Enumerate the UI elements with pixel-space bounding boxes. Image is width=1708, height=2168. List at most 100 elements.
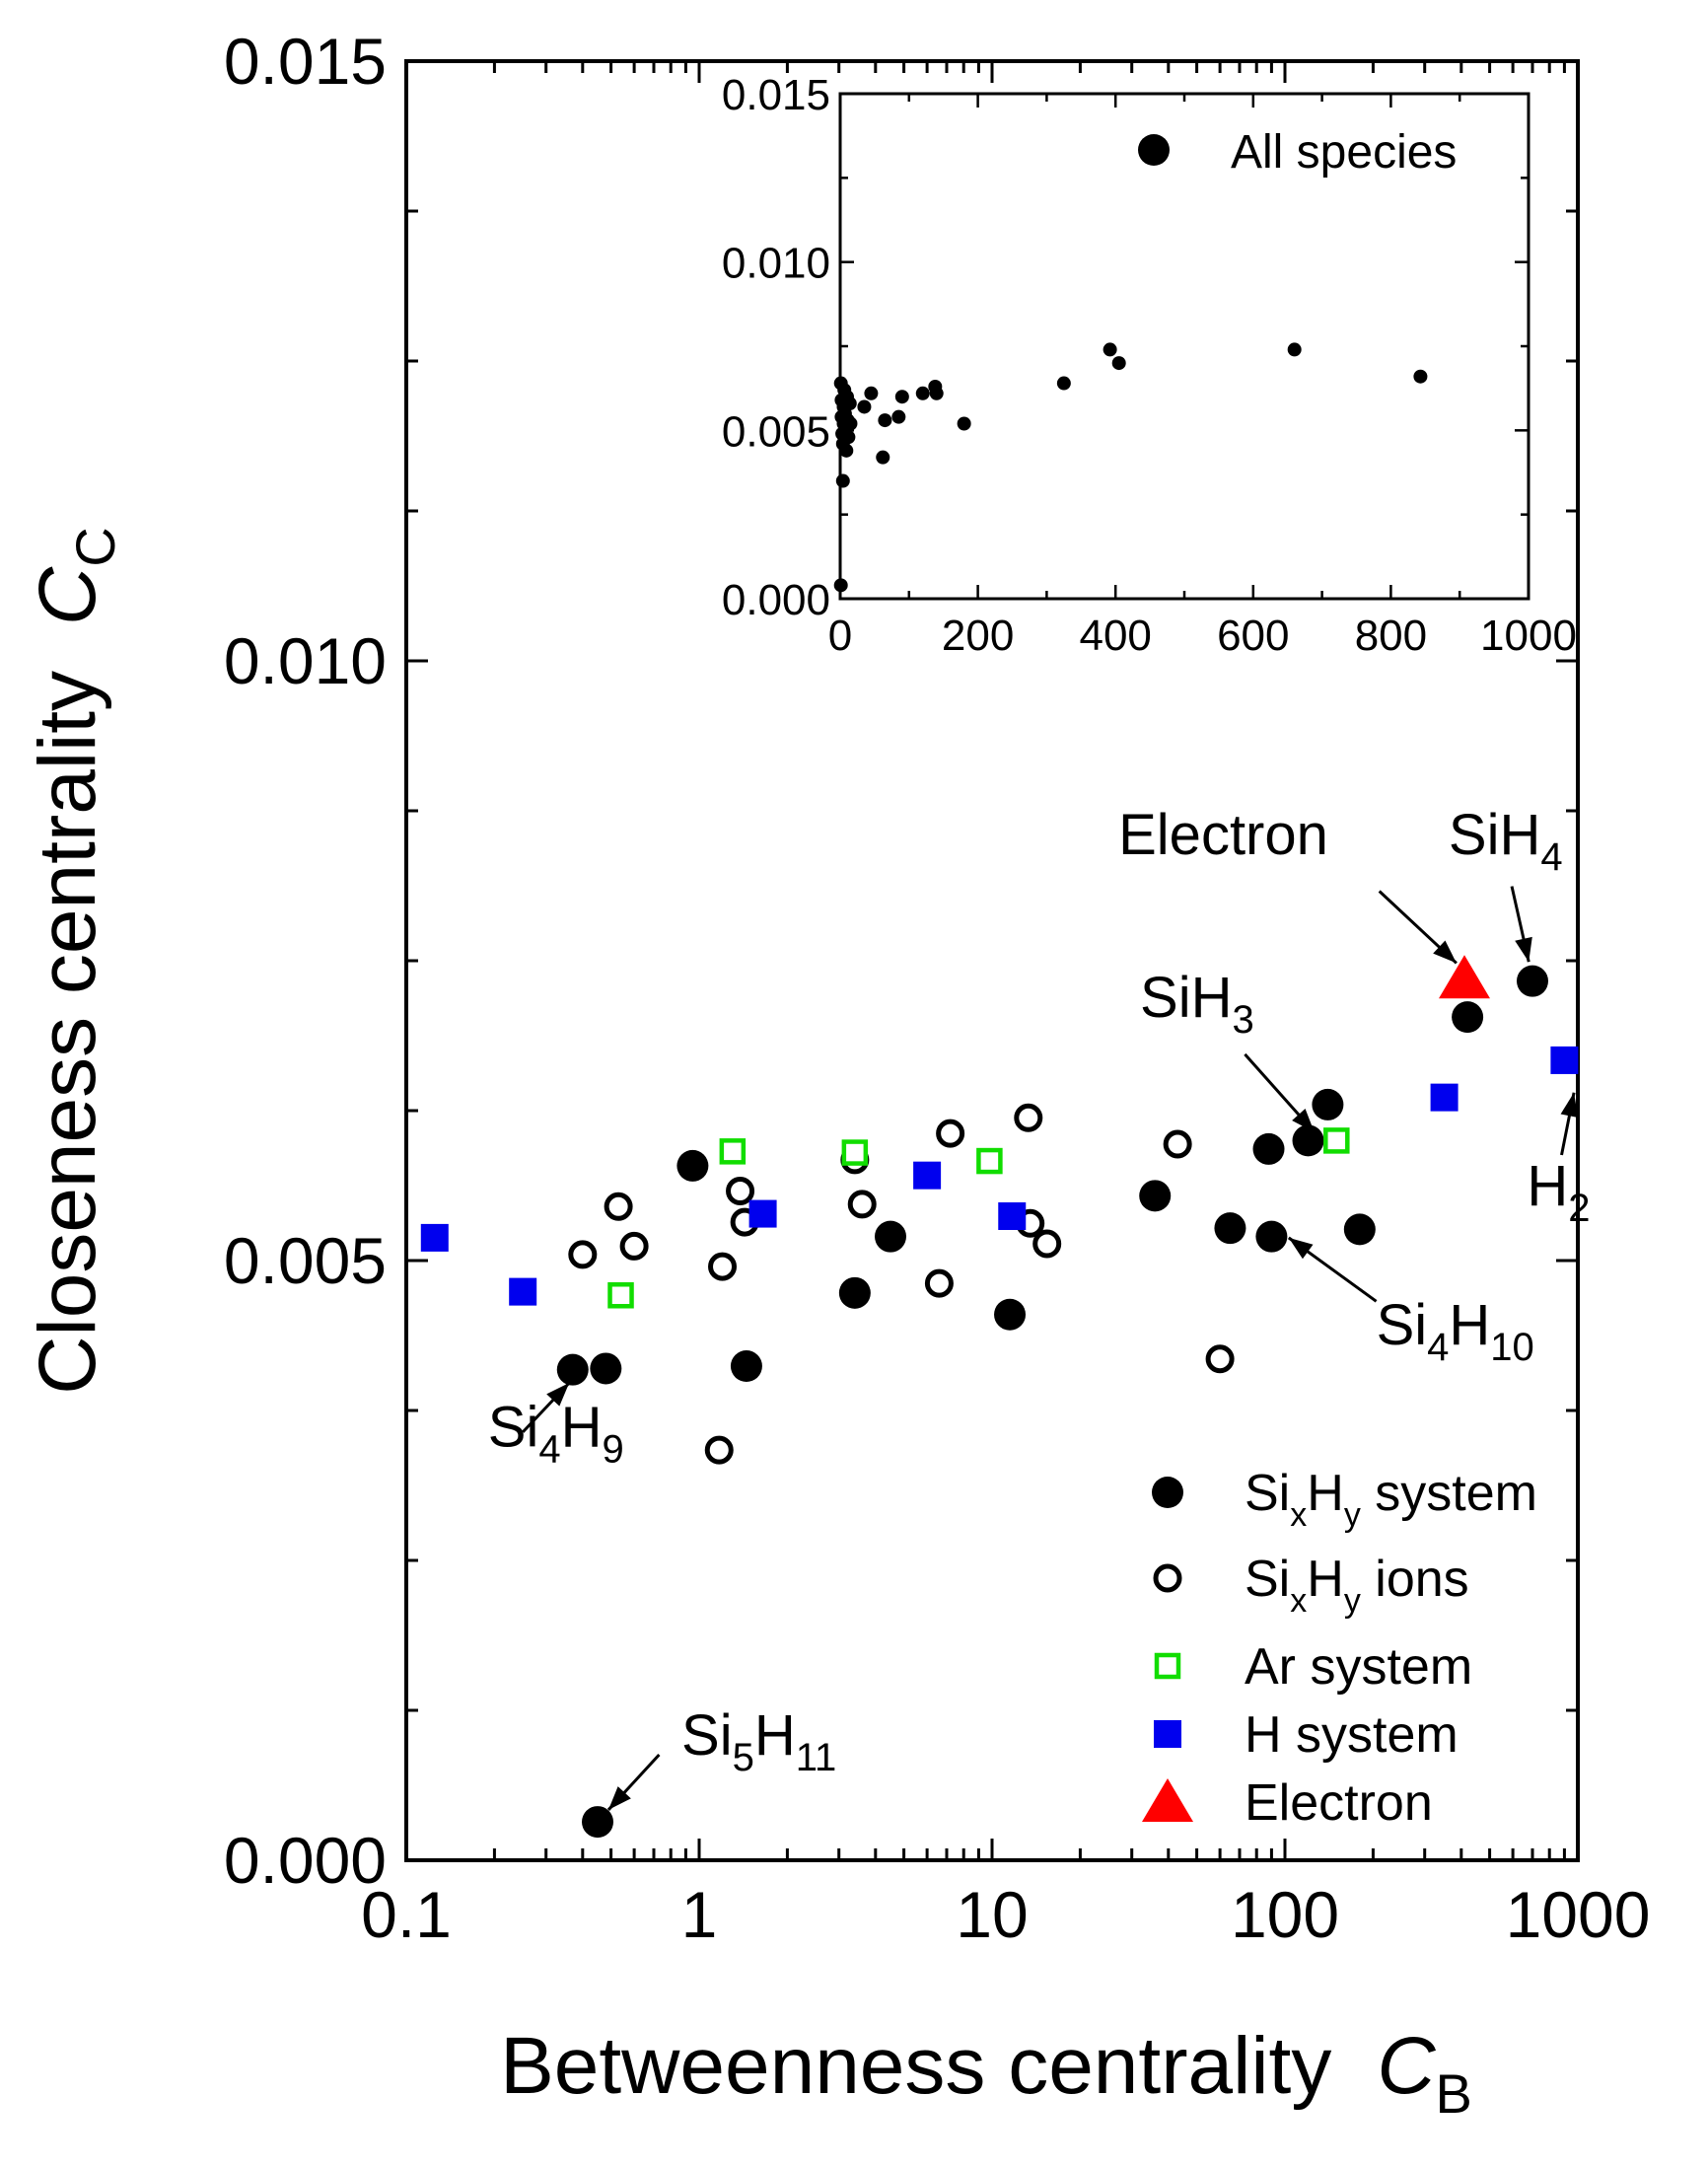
legend-label: H system: [1245, 1706, 1459, 1764]
text-part: H: [561, 1395, 603, 1459]
text-part: Electron: [1118, 803, 1328, 867]
inset-data-point: [891, 409, 906, 424]
x-tick-label: 1: [681, 1878, 718, 1951]
inset-data-point: [841, 430, 856, 445]
data-point: [719, 1138, 747, 1165]
text-part: H: [1449, 1293, 1490, 1357]
main-plot: 0.1 1 10 100 10000.0000.0050.0100.015Between…: [23, 25, 1650, 2125]
annotation-label: SiH3: [1140, 966, 1254, 1042]
text-part: x: [1290, 1582, 1307, 1620]
inset-x-tick-label: 200: [942, 612, 1014, 660]
annotation-label: Si5H11: [681, 1703, 836, 1779]
text-part: Si: [1140, 966, 1191, 1030]
data-point: [726, 1176, 755, 1205]
inset-data-point: [876, 450, 890, 465]
annotation-arrowhead: [1433, 940, 1457, 964]
legend-label: SixHy system: [1245, 1465, 1537, 1534]
text-part: 11: [796, 1736, 837, 1779]
data-point: [1516, 965, 1548, 997]
y-axis-symbol: C: [23, 566, 112, 625]
data-point: [730, 1350, 762, 1383]
y-axis-title-text: Closeness centrality: [23, 671, 112, 1395]
y-axis-title: Closeness centrality CC: [23, 527, 126, 1394]
annotation-label: Si4H9: [488, 1395, 624, 1471]
x-tick-label: 1000: [1506, 1878, 1651, 1951]
inset-data-point: [1287, 342, 1302, 357]
text-part: 4: [1540, 835, 1562, 879]
series-sixhy-system: [556, 965, 1548, 1839]
legend-label: Ar system: [1245, 1638, 1472, 1696]
text-part: 4: [538, 1427, 560, 1471]
legend-marker: [1152, 1477, 1183, 1508]
inset-data-point: [1413, 369, 1428, 384]
inset-data-point: [957, 416, 971, 431]
annotation-arrowhead: [1515, 936, 1532, 963]
legend-label: Electron: [1245, 1774, 1433, 1832]
inset-y-tick-label: 0.010: [722, 240, 830, 288]
inset-plot: 0 200 400 600 800 1000 0.000 0.005 0.010 0.015 All…: [722, 71, 1577, 660]
text-part: H system: [1245, 1706, 1459, 1764]
inset-data-point: [842, 397, 857, 411]
y-tick-label: 0.005: [224, 1224, 387, 1297]
inset-x-tick-label: 1000: [1480, 612, 1577, 660]
text-part: system: [1361, 1465, 1537, 1522]
x-tick-label: 0.1: [361, 1878, 452, 1951]
inset-data-point: [894, 390, 909, 404]
legend-label: SixHy ions: [1245, 1551, 1469, 1620]
text-part: 10: [1490, 1326, 1534, 1369]
data-point: [604, 1192, 633, 1221]
text-part: Si: [681, 1703, 733, 1768]
text-part: y: [1344, 1496, 1361, 1534]
x-axis-title: Betweenness centrality CB: [500, 2021, 1472, 2125]
text-part: H: [1527, 1154, 1568, 1218]
text-part: x: [1290, 1496, 1307, 1534]
inset-data-point: [843, 416, 858, 431]
inset-data-point: [857, 399, 872, 414]
inset-data-point: [864, 386, 879, 400]
text-part: 4: [1427, 1326, 1449, 1369]
inset-x-tick-label: 0: [828, 612, 852, 660]
inset-data-point: [833, 578, 848, 593]
data-point: [582, 1806, 614, 1839]
inset-data-point: [839, 443, 854, 458]
text-part: Si: [488, 1395, 539, 1459]
inset-x-tick-label: 800: [1355, 612, 1427, 660]
data-point: [1214, 1212, 1246, 1245]
data-point: [1255, 1220, 1288, 1253]
data-point: [748, 1199, 777, 1228]
y-tick-label: 0.015: [224, 25, 387, 98]
x-axis-title-text: Betweenness centrality: [500, 2021, 1331, 2111]
data-point: [1163, 1129, 1192, 1159]
text-part: H: [1191, 966, 1233, 1030]
data-point: [1452, 1001, 1484, 1034]
legend-marker: [1154, 1652, 1181, 1680]
y-axis-subscript: C: [64, 527, 126, 566]
annotation-h2: H2: [1527, 1092, 1590, 1230]
data-point: [1014, 1103, 1043, 1132]
annotation-arrowhead: [546, 1383, 570, 1407]
annotation-sih3: SiH3: [1140, 966, 1316, 1133]
data-point: [1292, 1124, 1324, 1157]
annotation-arrowhead: [1292, 1108, 1315, 1132]
data-point: [847, 1190, 877, 1219]
text-part: 5: [733, 1736, 754, 1779]
annotation-si4h9: Si4H9: [488, 1382, 624, 1471]
data-point: [509, 1277, 537, 1306]
inset-data-point: [1103, 342, 1117, 357]
data-point: [708, 1252, 738, 1281]
annotation-arrowhead: [1560, 1092, 1579, 1119]
data-point: [1343, 1213, 1376, 1246]
text-part: H: [754, 1703, 796, 1768]
inset-legend-marker: [1138, 134, 1170, 166]
inset-data-point: [929, 386, 944, 400]
text-part: H: [1307, 1465, 1344, 1522]
x-axis-symbol: C: [1377, 2021, 1436, 2111]
inset-y-tick-label: 0.005: [722, 407, 830, 456]
data-point: [936, 1119, 965, 1148]
data-point: [1430, 1083, 1459, 1112]
inset-data-point: [1111, 356, 1126, 371]
legend-marker: [1142, 1778, 1193, 1822]
y-tick-label: 0.000: [224, 1824, 387, 1897]
annotation-label: Si4H10: [1377, 1293, 1534, 1369]
